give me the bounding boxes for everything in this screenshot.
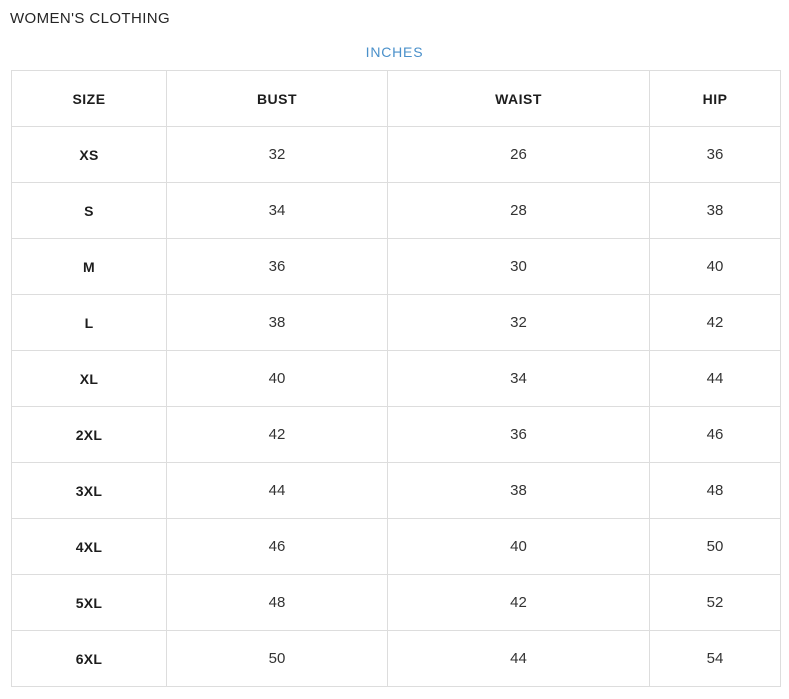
hip-cell: 48 — [649, 462, 781, 519]
size-cell: S — [11, 182, 167, 239]
size-cell: 2XL — [11, 406, 167, 463]
hip-cell: 40 — [649, 238, 781, 295]
bust-cell: 38 — [166, 294, 388, 351]
hip-cell: 44 — [649, 350, 781, 407]
bust-cell: 36 — [166, 238, 388, 295]
bust-cell: 40 — [166, 350, 388, 407]
size-cell: M — [11, 238, 167, 295]
size-chart-table: SIZE BUST WAIST HIP XS 32 26 36 S 34 28 … — [11, 70, 781, 687]
table-header-row: SIZE BUST WAIST HIP — [11, 70, 781, 127]
size-cell: 4XL — [11, 518, 167, 575]
page-title: WOMEN'S CLOTHING — [10, 10, 171, 27]
waist-cell: 28 — [387, 182, 650, 239]
bust-cell: 42 — [166, 406, 388, 463]
size-cell: 3XL — [11, 462, 167, 519]
hip-cell: 50 — [649, 518, 781, 575]
size-cell: 5XL — [11, 574, 167, 631]
bust-cell: 44 — [166, 462, 388, 519]
inches-unit-tab[interactable]: INCHES — [0, 44, 789, 60]
hip-cell: 36 — [649, 126, 781, 183]
size-cell: XS — [11, 126, 167, 183]
table-row: M 36 30 40 — [11, 238, 781, 295]
header-cell-bust: BUST — [166, 70, 388, 127]
hip-cell: 54 — [649, 630, 781, 687]
waist-cell: 42 — [387, 574, 650, 631]
bust-cell: 32 — [166, 126, 388, 183]
table-row: S 34 28 38 — [11, 182, 781, 239]
table-row: 4XL 46 40 50 — [11, 518, 781, 575]
table-row: XL 40 34 44 — [11, 350, 781, 407]
table-row: L 38 32 42 — [11, 294, 781, 351]
hip-cell: 52 — [649, 574, 781, 631]
table-row: 6XL 50 44 54 — [11, 630, 781, 687]
waist-cell: 44 — [387, 630, 650, 687]
bust-cell: 50 — [166, 630, 388, 687]
size-cell: XL — [11, 350, 167, 407]
waist-cell: 38 — [387, 462, 650, 519]
size-cell: 6XL — [11, 630, 167, 687]
waist-cell: 26 — [387, 126, 650, 183]
hip-cell: 46 — [649, 406, 781, 463]
table-row: 2XL 42 36 46 — [11, 406, 781, 463]
table-row: 3XL 44 38 48 — [11, 462, 781, 519]
bust-cell: 46 — [166, 518, 388, 575]
size-cell: L — [11, 294, 167, 351]
waist-cell: 30 — [387, 238, 650, 295]
hip-cell: 38 — [649, 182, 781, 239]
waist-cell: 34 — [387, 350, 650, 407]
table-row: XS 32 26 36 — [11, 126, 781, 183]
header-cell-size: SIZE — [11, 70, 167, 127]
header-cell-waist: WAIST — [387, 70, 650, 127]
waist-cell: 32 — [387, 294, 650, 351]
waist-cell: 36 — [387, 406, 650, 463]
table-row: 5XL 48 42 52 — [11, 574, 781, 631]
waist-cell: 40 — [387, 518, 650, 575]
hip-cell: 42 — [649, 294, 781, 351]
bust-cell: 34 — [166, 182, 388, 239]
bust-cell: 48 — [166, 574, 388, 631]
header-cell-hip: HIP — [649, 70, 781, 127]
